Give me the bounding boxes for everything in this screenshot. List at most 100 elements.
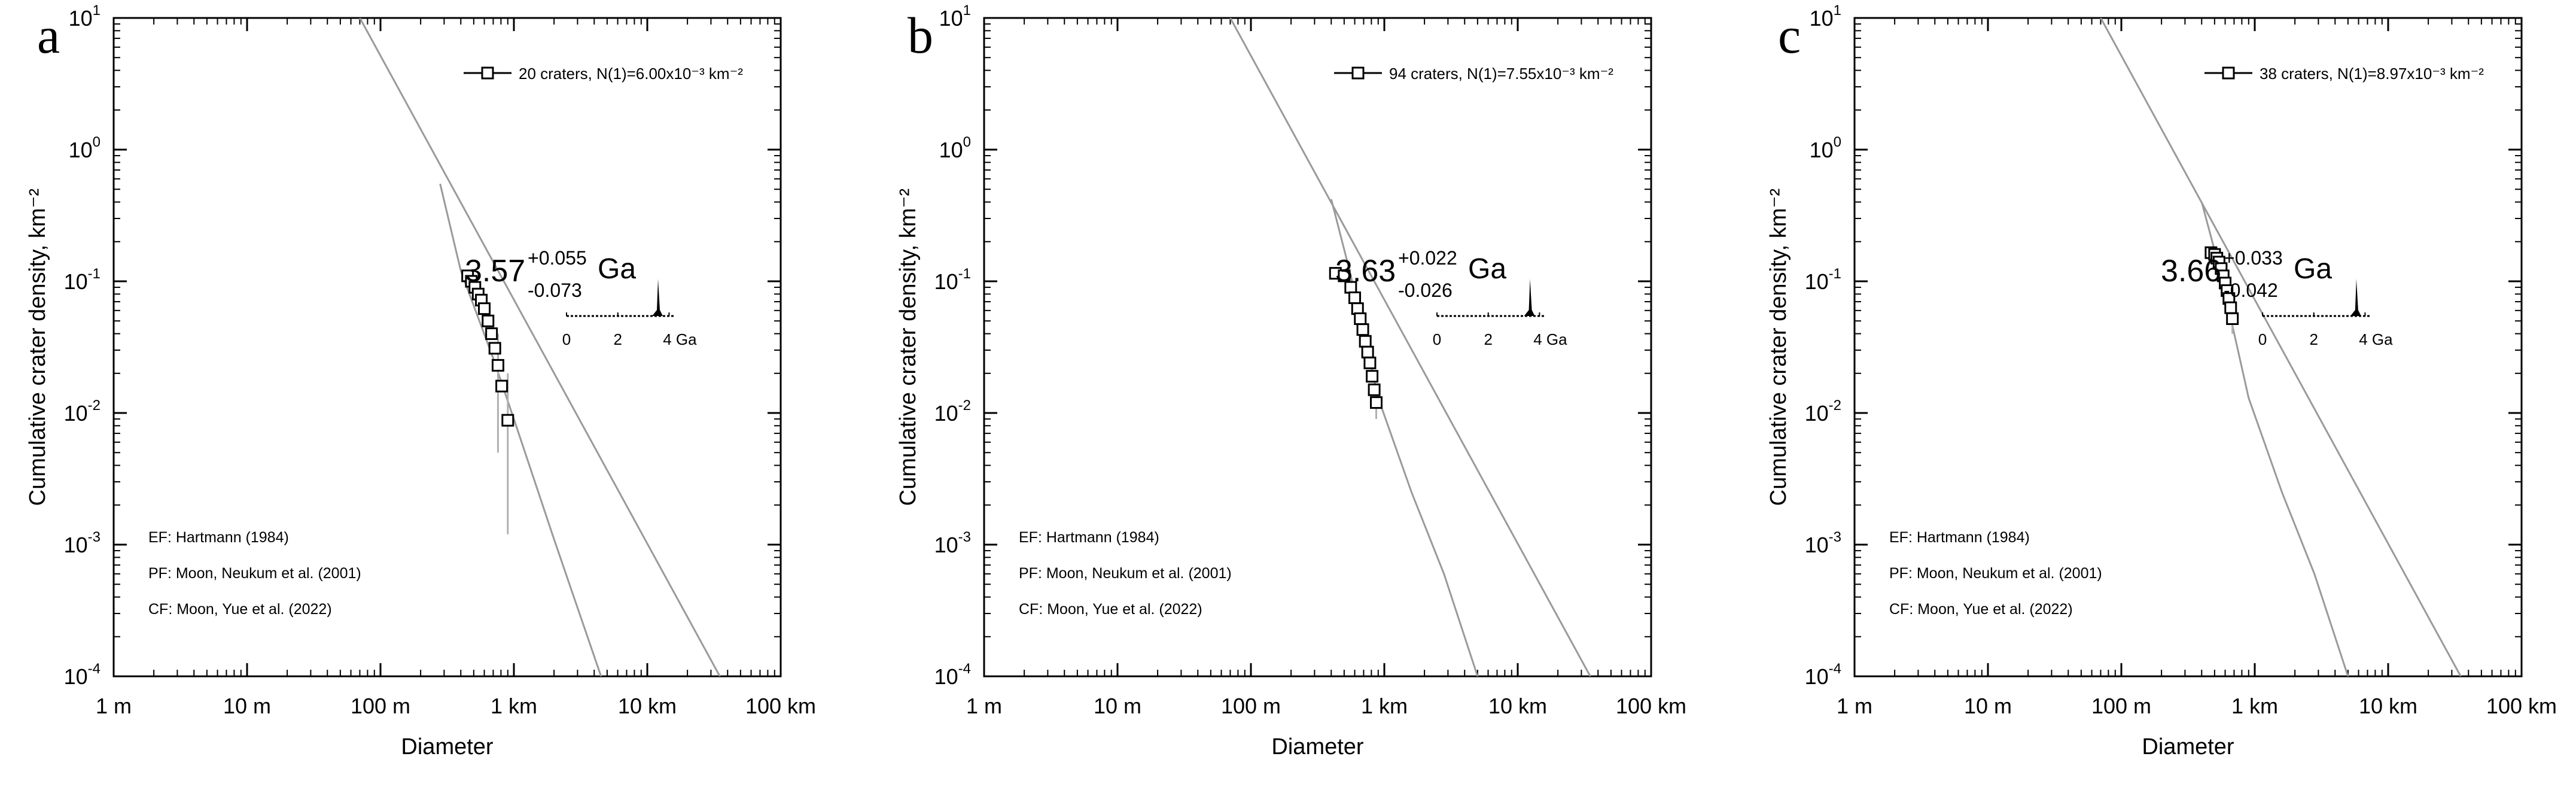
y-tick-base: 10 — [69, 6, 93, 31]
data-point — [491, 359, 504, 372]
data-point — [1338, 269, 1351, 282]
age-unit: Ga — [2294, 253, 2332, 285]
x-tick-label: 10 km — [2359, 694, 2417, 718]
data-point — [501, 414, 514, 427]
reference-label: CF: Moon, Yue et al. (2022) — [1019, 601, 1202, 618]
reference-label: EF: Hartmann (1984) — [1019, 529, 1159, 546]
data-point — [2226, 312, 2239, 325]
y-tick-base: 10 — [934, 401, 958, 426]
y-tick-base: 10 — [69, 138, 93, 162]
age-inset-label: 2 — [613, 330, 622, 348]
y-tick-label: 10-1 — [1805, 266, 1841, 294]
y-tick-exponent: -1 — [958, 266, 971, 282]
y-tick-exponent: -4 — [88, 661, 101, 677]
age-inset-label: 4 Ga — [663, 330, 697, 348]
reference-label: PF: Moon, Neukum et al. (2001) — [148, 565, 361, 582]
panel-letter: a — [37, 7, 60, 64]
x-tick-label: 100 km — [1616, 694, 1686, 718]
y-tick-base: 10 — [1805, 533, 1829, 557]
y-tick-label: 10-1 — [934, 266, 971, 294]
y-tick-label: 10-3 — [934, 529, 971, 557]
x-tick-label: 10 m — [1094, 694, 1141, 718]
reference-label: CF: Moon, Yue et al. (2022) — [148, 601, 332, 618]
x-axis-label: Diameter — [2142, 734, 2234, 760]
age-inset-label: 4 Ga — [1533, 330, 1567, 348]
x-tick-label: 100 km — [2486, 694, 2557, 718]
isochron-curve-straight — [2100, 18, 2462, 676]
age-inset-label: 2 — [2309, 330, 2318, 348]
legend-marker — [1351, 66, 1365, 80]
y-tick-exponent: -3 — [1829, 529, 1841, 545]
age-inset-label: 0 — [2258, 330, 2267, 348]
y-tick-base: 10 — [64, 401, 88, 426]
y-tick-base: 10 — [1805, 664, 1829, 689]
y-tick-label: 10-4 — [1805, 661, 1841, 689]
x-tick-label: 10 m — [223, 694, 271, 718]
x-tick-label: 1 m — [1837, 694, 1872, 718]
age-inset-label: 0 — [1433, 330, 1441, 348]
y-tick-label: 10-4 — [64, 661, 101, 689]
x-tick-label: 100 m — [2091, 694, 2151, 718]
reference-label: EF: Hartmann (1984) — [148, 529, 289, 546]
panel-letter: c — [1778, 7, 1801, 64]
y-tick-base: 10 — [1805, 401, 1829, 426]
y-tick-base: 10 — [64, 269, 88, 294]
age-plus-error: +0.022 — [1398, 247, 1457, 269]
y-tick-base: 10 — [934, 533, 958, 557]
age-plus-error: +0.055 — [528, 247, 587, 269]
y-tick-exponent: -4 — [1829, 661, 1841, 677]
isochron-curve-straight — [1229, 18, 1591, 676]
y-tick-exponent: 1 — [963, 2, 971, 19]
age-probability-peak — [2350, 279, 2361, 316]
age-probability-peak — [652, 279, 663, 316]
x-tick-label: 100 m — [351, 694, 410, 718]
y-tick-label: 100 — [939, 134, 971, 162]
data-point — [1356, 323, 1369, 336]
age-plus-error: +0.033 — [2224, 247, 2283, 269]
age-minus-error: -0.026 — [1398, 280, 1453, 301]
reference-label: EF: Hartmann (1984) — [1889, 529, 2030, 546]
y-axis-label: Cumulative crater density, km⁻² — [25, 189, 50, 506]
y-tick-exponent: 0 — [93, 134, 101, 150]
age-probability-peak — [1524, 279, 1535, 316]
y-tick-exponent: -2 — [88, 397, 101, 414]
y-tick-label: 10-2 — [1805, 397, 1841, 426]
y-tick-label: 100 — [69, 134, 101, 162]
x-tick-label: 1 m — [966, 694, 1002, 718]
y-tick-base: 10 — [1810, 6, 1834, 31]
reference-label: PF: Moon, Neukum et al. (2001) — [1019, 565, 1232, 582]
y-tick-base: 10 — [1805, 269, 1829, 294]
isochron-curve-steep — [1330, 199, 1479, 676]
plot-frame — [1853, 17, 2523, 678]
data-point — [1354, 312, 1367, 325]
y-tick-exponent: -3 — [88, 529, 101, 545]
y-tick-base: 10 — [934, 269, 958, 294]
y-tick-exponent: 1 — [93, 2, 101, 19]
x-tick-label: 1 km — [1361, 694, 1408, 718]
isochron-curve-straight — [359, 18, 721, 676]
y-tick-label: 10-3 — [64, 529, 101, 557]
y-tick-label: 100 — [1810, 134, 1841, 162]
legend-text: 20 craters, N(1)=6.00x10⁻³ km⁻² — [519, 65, 743, 83]
y-tick-label: 101 — [69, 2, 101, 31]
y-tick-exponent: -2 — [1829, 397, 1841, 414]
y-tick-exponent: 0 — [963, 134, 971, 150]
plot-frame — [983, 17, 1652, 678]
data-point — [1351, 302, 1364, 315]
age-value: 3.63 — [1335, 254, 1396, 288]
plot-frame — [112, 17, 782, 678]
age-unit: Ga — [1468, 253, 1506, 285]
data-point — [1368, 383, 1381, 396]
age-minus-error: -0.042 — [2224, 280, 2278, 301]
y-tick-label: 101 — [939, 2, 971, 31]
y-tick-exponent: -1 — [88, 266, 101, 282]
age-unit: Ga — [598, 253, 636, 285]
data-point — [482, 314, 495, 327]
age-inset-label: 0 — [562, 330, 571, 348]
y-tick-base: 10 — [1810, 138, 1834, 162]
data-point — [1359, 335, 1372, 348]
age-minus-error: -0.073 — [528, 280, 582, 301]
legend-marker — [481, 66, 494, 80]
